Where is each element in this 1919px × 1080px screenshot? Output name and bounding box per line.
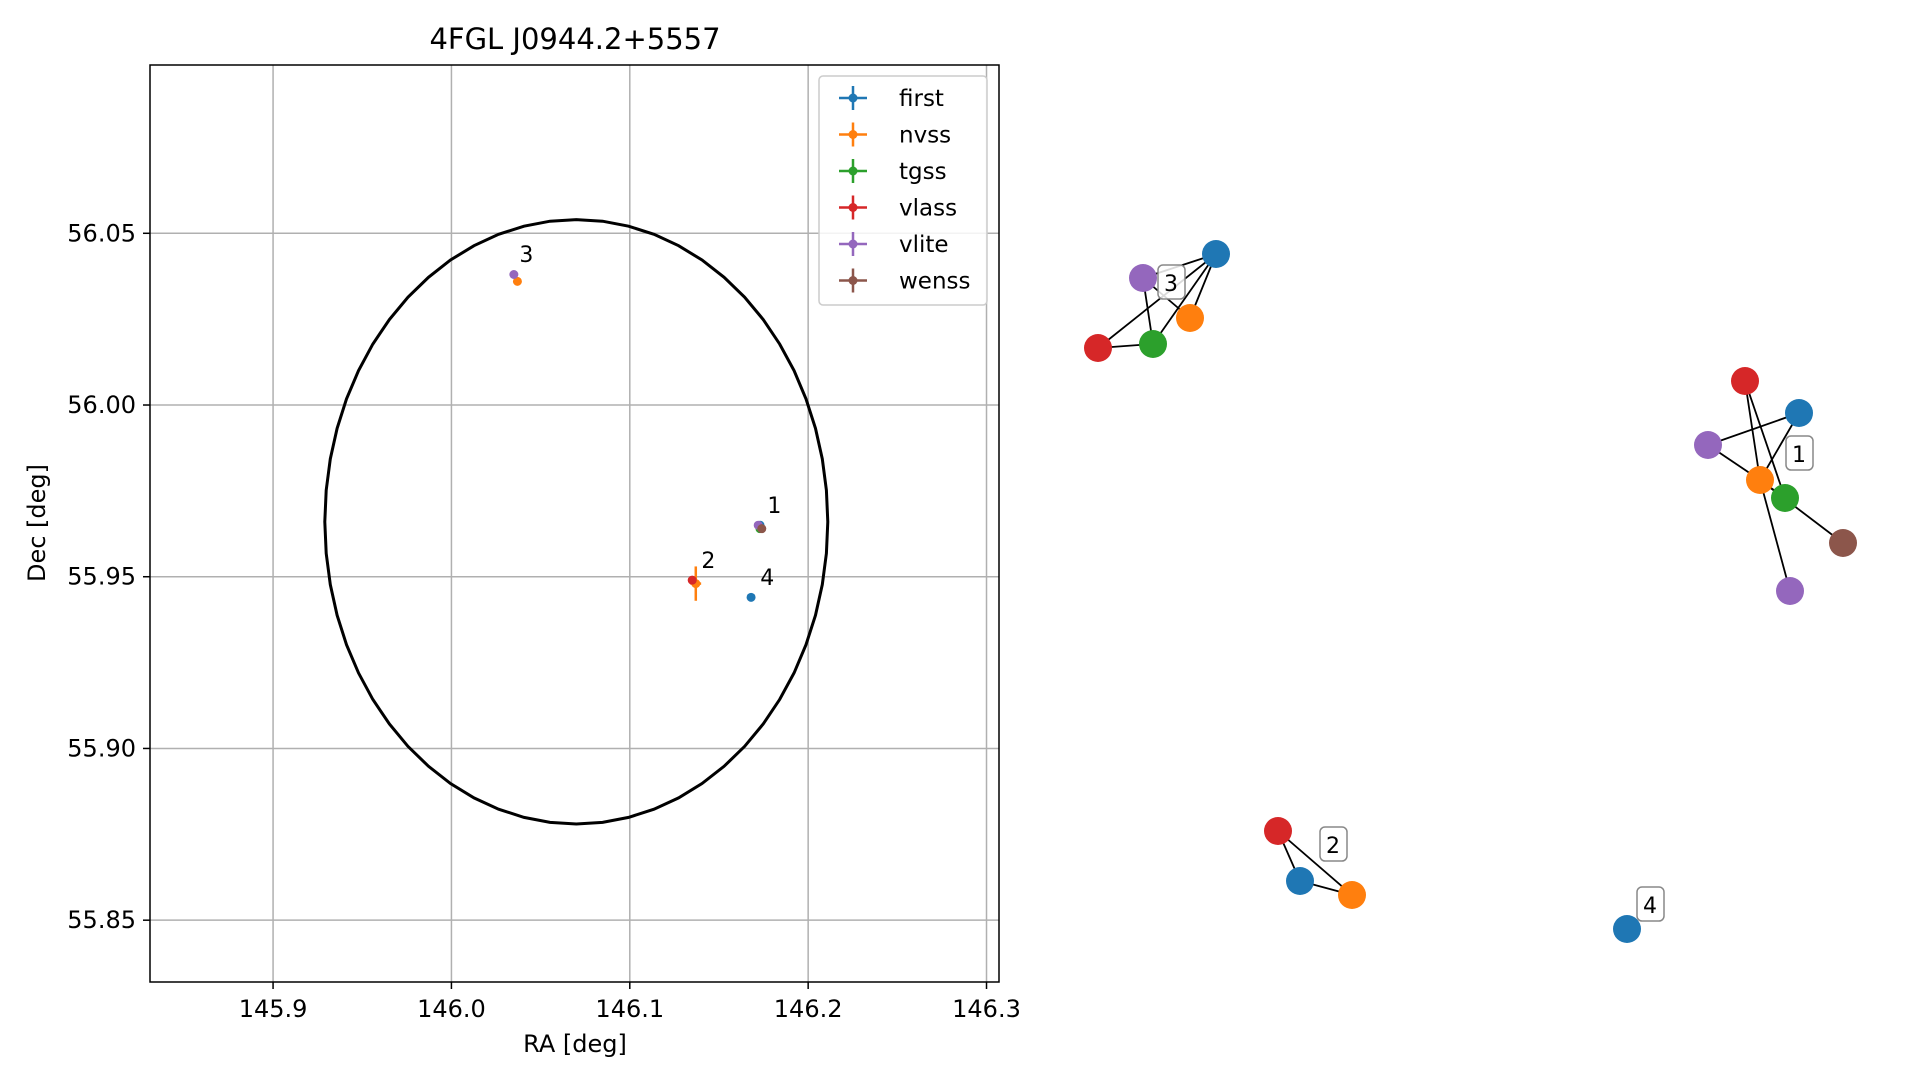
x-tick-label: 146.1 (595, 995, 664, 1023)
scatter-panel: 145.9 146.0 146.1 146.2 146.3 55.85 55.90 55.9… (23, 22, 1021, 1058)
network-edge (1759, 479, 1791, 592)
network-group-label: 1 (1792, 443, 1806, 468)
point-vlite (509, 270, 519, 280)
network-node-vlass (1731, 367, 1759, 395)
legend-dot-vlite (848, 239, 858, 249)
data-points (509, 270, 767, 602)
source-label: 4 (760, 566, 774, 591)
network-group-label: 3 (1164, 272, 1178, 297)
network-group-labels: 3 1 2 4 (1157, 264, 1814, 922)
network-panel: 3 1 2 4 (1084, 240, 1857, 943)
point-first (746, 592, 756, 602)
network-nodes (1084, 240, 1857, 943)
network-edge (1744, 380, 1761, 481)
network-node-tgss (1771, 484, 1799, 512)
legend-dot-first (848, 93, 858, 103)
x-axis-ticks: 145.9 146.0 146.1 146.2 146.3 (239, 982, 1021, 1023)
legend-dot-vlass (848, 203, 858, 212)
point-nvss (512, 276, 522, 286)
network-label-box (1785, 435, 1814, 471)
legend-label: vlite (899, 232, 949, 258)
network-node-wenss (1829, 529, 1857, 557)
point-wenss (757, 524, 767, 534)
network-label-box (1157, 264, 1186, 300)
y-axis-title: Dec [deg] (23, 464, 51, 582)
legend-label: nvss (899, 123, 951, 149)
point-vlass (687, 575, 697, 585)
network-label-box (1319, 826, 1348, 862)
y-tick-label: 56.00 (67, 391, 136, 419)
source-label: 1 (767, 494, 781, 519)
y-axis-ticks: 55.85 55.90 55.95 56.00 56.05 (67, 219, 150, 934)
legend: first nvss tgss vlass vlite wenss (818, 75, 988, 306)
network-node-nvss (1176, 304, 1204, 332)
source-labels: 1 2 3 4 (519, 243, 781, 591)
x-axis-title: RA [deg] (523, 1030, 627, 1058)
legend-label: vlass (899, 196, 957, 222)
source-label: 3 (519, 243, 533, 268)
network-node-first (1202, 240, 1230, 268)
x-tick-label: 146.3 (952, 995, 1021, 1023)
network-edges (1097, 253, 1844, 896)
plot-frame (149, 64, 1000, 983)
network-group-label: 4 (1643, 894, 1657, 919)
legend-label: first (899, 86, 944, 112)
network-edge (1744, 380, 1786, 499)
source-label: 2 (701, 549, 715, 574)
network-node-first (1613, 915, 1641, 943)
network-node-vlass (1264, 817, 1292, 845)
network-edge (1097, 253, 1217, 349)
x-tick-label: 146.0 (417, 995, 486, 1023)
legend-dot-wenss (848, 276, 858, 285)
network-group-label: 2 (1326, 834, 1340, 859)
legend-dot-nvss (848, 130, 858, 139)
legend-label: tgss (899, 159, 947, 185)
network-node-vlass (1084, 334, 1112, 362)
network-node-vlite (1129, 264, 1157, 292)
y-tick-label: 55.90 (67, 734, 136, 762)
error-ellipse (323, 218, 830, 826)
network-node-vlite (1694, 431, 1722, 459)
y-tick-label: 55.85 (67, 906, 136, 934)
network-label-box (1636, 886, 1665, 922)
legend-label: wenss (899, 269, 971, 295)
network-node-tgss (1139, 330, 1167, 358)
x-tick-label: 146.2 (774, 995, 843, 1023)
network-node-first (1286, 867, 1314, 895)
network-edge (1707, 412, 1800, 446)
x-tick-label: 145.9 (239, 995, 308, 1023)
legend-dot-tgss (848, 166, 858, 176)
network-edge (1152, 253, 1217, 345)
network-edge (1277, 830, 1353, 896)
network-node-vlite (1776, 577, 1804, 605)
network-node-nvss (1338, 881, 1366, 909)
network-node-nvss (1746, 466, 1774, 494)
y-tick-label: 56.05 (67, 219, 136, 247)
y-tick-label: 55.95 (67, 563, 136, 591)
chart-title: 4FGL J0944.2+5557 (429, 22, 720, 56)
network-edge (1759, 479, 1844, 544)
network-node-first (1785, 399, 1813, 427)
